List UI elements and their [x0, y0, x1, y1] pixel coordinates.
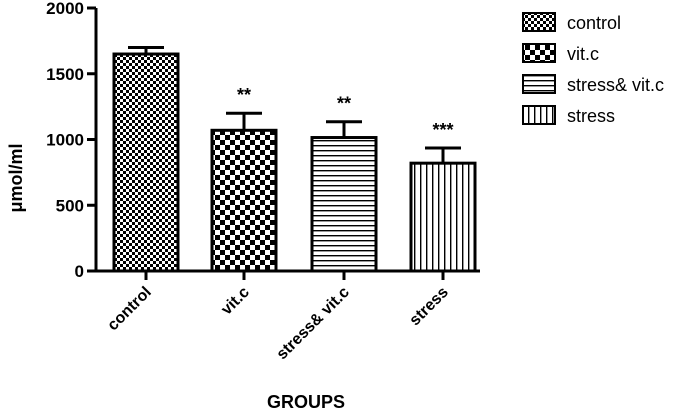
x-tick-label: vit.c: [218, 284, 253, 319]
bar: [210, 128, 278, 273]
y-tick-label: 1000: [46, 131, 84, 150]
bar: [409, 161, 477, 273]
bar: [310, 136, 378, 273]
legend-swatch: [522, 74, 556, 94]
bar: [112, 52, 180, 273]
x-axis: control vit.c stress& vit.c stress: [96, 269, 480, 363]
legend-label: vit.c: [567, 44, 599, 64]
bars-group: ** *****: [112, 45, 477, 273]
legend: control vit.c stress& vit.c stress: [522, 12, 664, 126]
legend-label: control: [567, 13, 621, 33]
significance-marker: **: [337, 94, 351, 114]
legend-label: stress: [567, 106, 615, 126]
significance-marker: **: [237, 85, 251, 105]
y-axis: 0 500 1000 1500 2000: [46, 0, 98, 281]
x-tick-label: stress: [406, 284, 451, 329]
y-tick-label: 0: [75, 262, 84, 281]
legend-swatch: [522, 105, 556, 125]
legend-label: stress& vit.c: [567, 75, 664, 95]
x-tick-label: control: [104, 284, 154, 334]
y-tick-label: 500: [56, 196, 84, 215]
legend-swatch: [522, 12, 556, 32]
x-tick-label: stress& vit.c: [274, 284, 353, 363]
y-tick-label: 1500: [46, 65, 84, 84]
y-tick-label: 2000: [46, 0, 84, 18]
x-axis-title: GROUPS: [267, 392, 345, 412]
y-axis-title: μmol/ml: [6, 143, 26, 212]
significance-marker: ***: [432, 120, 453, 140]
legend-swatch: [522, 43, 556, 63]
